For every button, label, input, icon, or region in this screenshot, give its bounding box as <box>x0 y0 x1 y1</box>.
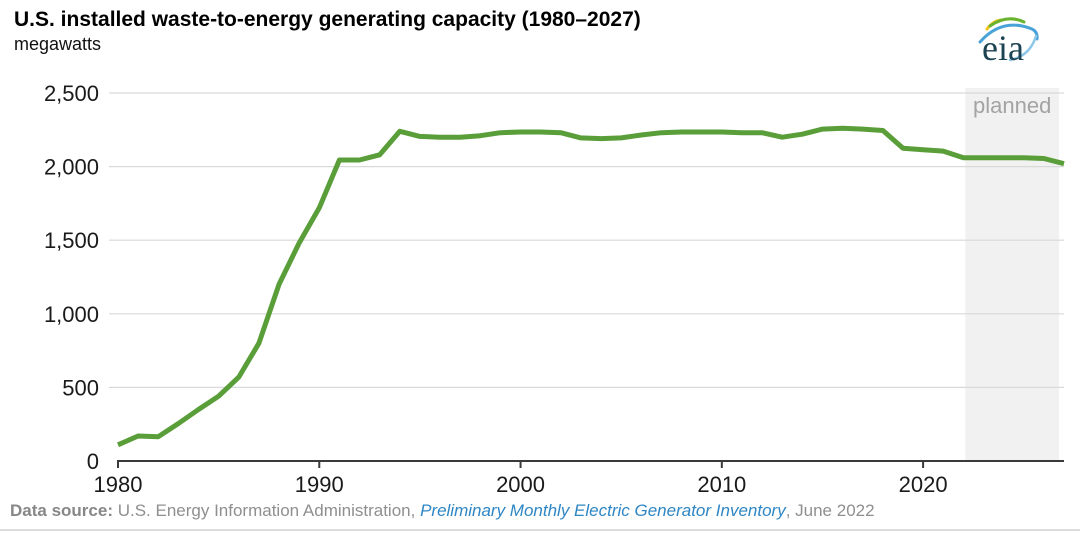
x-axis-tick-label: 2020 <box>899 472 948 497</box>
y-axis-tick-label: 1,000 <box>44 302 99 327</box>
data-source-link[interactable]: Preliminary Monthly Electric Generator I… <box>420 501 786 520</box>
chart-header: U.S. installed waste-to-energy generatin… <box>14 8 641 55</box>
y-axis-tick-label: 1,500 <box>44 228 99 253</box>
x-axis-ticks: 1980 1990 2000 2010 2020 <box>94 461 948 497</box>
y-axis-tick-label: 0 <box>87 449 99 474</box>
data-source-label: Data source: <box>10 501 118 520</box>
x-axis-tick-label: 1990 <box>295 472 344 497</box>
logo-blue-swoosh-lower <box>1008 34 1038 62</box>
gridlines <box>109 92 1064 388</box>
chart-title: U.S. installed waste-to-energy generatin… <box>14 8 641 31</box>
chart-unit-label: megawatts <box>14 34 102 54</box>
x-axis-tick-label: 1980 <box>94 472 143 497</box>
y-axis-tick-label: 500 <box>62 375 99 400</box>
eia-logo-icon: eia <box>978 17 1039 68</box>
y-axis-tick-labels: 0 500 1,000 1,500 2,000 2,500 <box>44 81 99 474</box>
data-source-date: , June 2022 <box>785 501 875 520</box>
x-axis-tick-label: 2010 <box>697 472 746 497</box>
planned-region <box>965 88 1059 460</box>
y-axis-tick-label: 2,500 <box>44 81 99 106</box>
capacity-line-series <box>116 125 1065 448</box>
logo-text: eia <box>982 28 1024 68</box>
y-axis-tick-label: 2,000 <box>44 155 99 180</box>
planned-label: planned <box>973 93 1051 118</box>
bottom-divider <box>0 529 1080 531</box>
data-source-org: U.S. Energy Information Administration, <box>117 501 421 520</box>
x-axis-tick-label: 2000 <box>496 472 545 497</box>
data-source-note: Data source: U.S. Energy Information Adm… <box>10 501 1070 521</box>
logo-green-swoosh <box>988 17 1026 28</box>
